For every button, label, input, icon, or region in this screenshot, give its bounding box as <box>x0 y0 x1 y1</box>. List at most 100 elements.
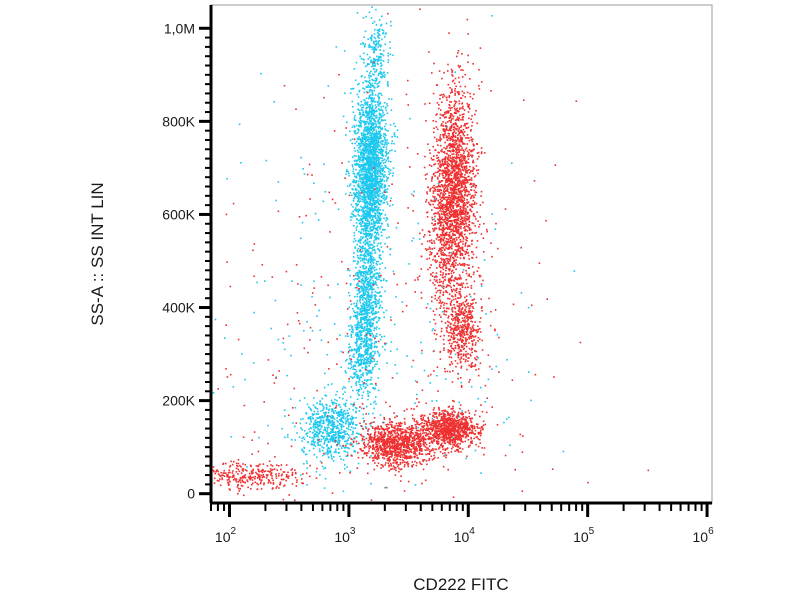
event-dot <box>355 222 358 224</box>
event-dot <box>424 155 426 158</box>
event-dot <box>367 322 370 325</box>
event-dot <box>388 185 390 187</box>
event-dot <box>382 140 384 142</box>
event-dot <box>372 108 374 111</box>
event-dot <box>361 228 364 230</box>
event-dot <box>360 304 362 307</box>
event-dot <box>357 83 359 86</box>
event-dot <box>365 362 368 365</box>
event-dot <box>290 438 293 441</box>
event-dot <box>374 316 376 319</box>
event-dot <box>369 104 371 106</box>
event-dot <box>361 167 364 170</box>
event-dot <box>316 438 319 441</box>
event-dot <box>480 81 483 83</box>
event-dot <box>429 204 432 206</box>
event-dot <box>365 143 367 145</box>
event-dot <box>359 161 361 163</box>
event-dot <box>352 416 354 419</box>
event-dot <box>367 297 370 300</box>
event-dot <box>385 166 387 169</box>
event-dot <box>371 206 373 209</box>
event-dot <box>313 182 315 184</box>
event-dot <box>360 388 363 390</box>
event-dot <box>357 142 360 145</box>
event-dot <box>369 259 372 261</box>
event-dot <box>359 104 362 107</box>
event-dot <box>360 125 362 128</box>
event-dot <box>384 343 386 346</box>
event-dot <box>314 406 316 408</box>
event-dot <box>348 292 350 294</box>
event-dot <box>378 188 381 191</box>
event-dot <box>366 177 369 180</box>
event-dot <box>361 259 364 262</box>
event-dot <box>372 260 374 263</box>
event-dot <box>381 223 383 225</box>
event-dot <box>358 389 361 391</box>
event-dot <box>358 285 361 288</box>
event-dot <box>274 299 277 302</box>
event-dot <box>377 46 379 48</box>
event-dot <box>368 170 371 172</box>
event-dot <box>381 192 384 194</box>
event-dot <box>362 287 365 290</box>
event-dot <box>377 206 380 209</box>
event-dot <box>365 173 367 175</box>
event-dot <box>368 339 371 341</box>
event-dot <box>372 215 374 217</box>
event-dot <box>323 435 326 438</box>
event-dot <box>325 406 328 409</box>
event-dot <box>358 164 360 166</box>
event-dot <box>436 140 438 142</box>
event-dot <box>375 321 378 324</box>
event-dot <box>367 222 369 225</box>
event-dot <box>324 414 326 416</box>
event-dot <box>370 96 372 99</box>
event-dot <box>371 197 374 200</box>
event-dot <box>368 330 371 332</box>
event-dot <box>354 187 357 190</box>
event-dot <box>378 301 380 303</box>
event-dot <box>367 172 369 174</box>
event-dot <box>379 163 381 165</box>
event-dot <box>362 42 364 44</box>
event-dot <box>327 420 329 422</box>
event-dot <box>365 159 368 161</box>
event-dot <box>451 189 453 192</box>
event-dot <box>368 288 371 290</box>
event-dot <box>449 188 452 191</box>
event-dot <box>375 191 377 194</box>
event-dot <box>377 233 380 236</box>
event-dot <box>367 114 369 116</box>
event-dot <box>389 248 392 250</box>
event-dot <box>373 127 375 130</box>
event-dot <box>344 417 347 420</box>
event-dot <box>371 233 374 236</box>
event-dot <box>378 55 380 58</box>
event-dot <box>361 380 364 383</box>
event-dot <box>360 359 363 362</box>
event-dot <box>378 276 380 278</box>
event-dot <box>368 247 370 250</box>
event-dot <box>348 174 350 177</box>
event-dot <box>469 204 471 206</box>
event-dot <box>388 160 390 163</box>
event-dot <box>461 409 463 412</box>
event-dot <box>355 217 358 220</box>
event-dot <box>376 177 379 180</box>
event-dot <box>363 198 365 201</box>
event-dot <box>435 400 438 402</box>
event-dot <box>373 47 375 50</box>
event-dot <box>373 109 375 112</box>
event-dot <box>365 361 367 364</box>
event-dot <box>378 163 380 166</box>
event-dot <box>377 139 380 142</box>
event-dot <box>431 417 434 420</box>
event-dot <box>377 43 380 45</box>
event-dot <box>358 190 360 193</box>
event-dot <box>365 249 367 252</box>
event-dot <box>367 277 370 280</box>
event-dot <box>366 331 369 333</box>
event-dot <box>379 175 381 178</box>
